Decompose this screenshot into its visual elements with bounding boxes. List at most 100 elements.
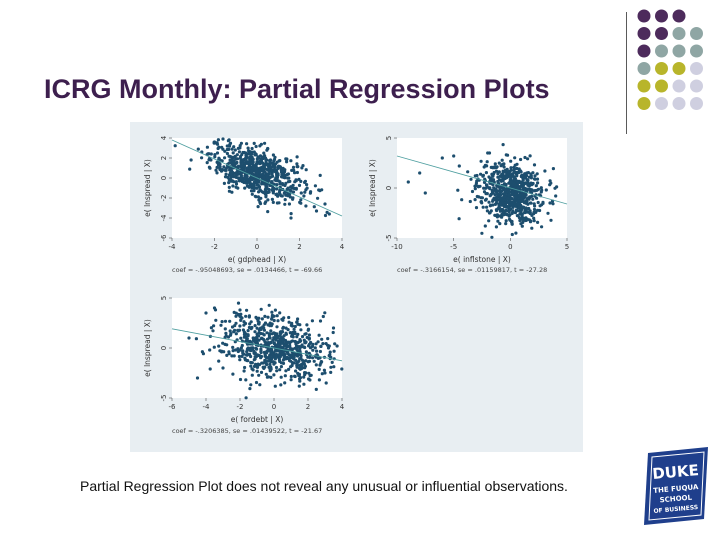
x-tick-label: 2: [297, 243, 301, 251]
data-point: [266, 315, 270, 319]
data-point: [474, 181, 478, 185]
data-point: [523, 155, 527, 160]
data-point: [254, 174, 258, 178]
decorative-dot: [637, 97, 651, 110]
data-point: [485, 192, 489, 196]
data-point: [527, 206, 531, 211]
logo-text-school: SCHOOL: [659, 494, 693, 505]
data-point: [299, 328, 303, 332]
data-point: [470, 189, 475, 194]
data-point: [239, 170, 243, 175]
decorative-dot: [637, 9, 651, 23]
data-point: [289, 189, 293, 193]
decorative-dot: [690, 62, 703, 75]
data-point: [501, 213, 505, 217]
data-point: [532, 189, 537, 193]
data-point: [227, 185, 231, 189]
data-point: [526, 171, 530, 175]
logo-text-business: OF BUSINESS: [653, 504, 698, 515]
data-point: [490, 235, 494, 239]
data-point: [307, 333, 311, 337]
data-point: [548, 179, 552, 183]
data-point: [223, 327, 227, 331]
data-point: [418, 171, 422, 175]
data-point: [229, 175, 233, 179]
data-point: [503, 198, 507, 202]
data-point: [255, 162, 259, 166]
data-point: [532, 219, 536, 223]
data-point: [321, 342, 325, 346]
data-point: [220, 349, 224, 353]
data-point: [483, 198, 488, 202]
data-point: [238, 324, 242, 328]
data-point: [503, 195, 507, 199]
data-point: [498, 214, 502, 218]
data-point: [524, 174, 529, 178]
data-point: [331, 330, 335, 335]
data-point: [330, 360, 334, 364]
data-point: [536, 200, 540, 205]
data-point: [249, 189, 254, 193]
data-point: [223, 175, 228, 179]
data-point: [231, 184, 235, 188]
data-point: [306, 328, 310, 332]
data-point: [515, 199, 519, 203]
data-point: [189, 158, 193, 162]
data-point: [270, 353, 275, 357]
data-point: [266, 179, 270, 183]
data-point: [318, 319, 323, 323]
data-point: [275, 201, 279, 205]
data-point: [268, 167, 272, 171]
y-tick-label: 0: [160, 176, 168, 180]
data-point: [272, 331, 276, 335]
data-point: [277, 358, 282, 362]
data-point: [250, 146, 254, 151]
data-point: [292, 361, 296, 365]
data-point: [294, 342, 298, 346]
data-point: [493, 213, 497, 217]
data-point: [245, 142, 249, 146]
data-point: [324, 381, 328, 385]
data-point: [224, 331, 228, 335]
data-point: [260, 190, 264, 194]
data-point: [268, 336, 272, 340]
data-point: [305, 323, 309, 327]
data-point: [333, 342, 337, 346]
x-axis-label: e( gdphead | X): [228, 255, 286, 264]
data-point: [239, 346, 243, 350]
data-point: [261, 165, 265, 169]
data-point: [204, 311, 208, 315]
data-point: [479, 200, 483, 204]
data-point: [208, 348, 212, 352]
data-point: [250, 169, 254, 174]
data-point: [536, 181, 540, 185]
data-point: [272, 342, 276, 346]
data-point: [225, 151, 229, 156]
data-point: [452, 154, 456, 158]
data-point: [503, 204, 507, 208]
data-point: [252, 364, 257, 368]
data-point: [263, 314, 267, 318]
decorative-dot: [690, 97, 703, 110]
data-point: [302, 338, 306, 342]
data-point: [267, 365, 271, 369]
logo-text-fuqua: THE FUQUA: [653, 483, 699, 495]
data-point: [488, 204, 492, 208]
data-point: [271, 200, 275, 204]
data-point: [314, 387, 318, 391]
data-point: [304, 350, 308, 354]
data-point: [498, 222, 502, 226]
x-axis-label: e( inflstone | X): [453, 255, 511, 264]
data-point: [276, 319, 280, 323]
data-point: [503, 170, 507, 174]
data-point: [212, 324, 216, 328]
fitted-line: [171, 328, 343, 362]
data-point: [509, 159, 513, 163]
data-point: [492, 196, 496, 200]
x-axis-label: e( fordebt | X): [231, 415, 284, 424]
data-point: [526, 157, 530, 161]
data-point: [310, 319, 314, 323]
decorative-dot: [655, 79, 668, 93]
y-tick-label: -5: [160, 395, 168, 402]
data-point: [293, 324, 297, 329]
